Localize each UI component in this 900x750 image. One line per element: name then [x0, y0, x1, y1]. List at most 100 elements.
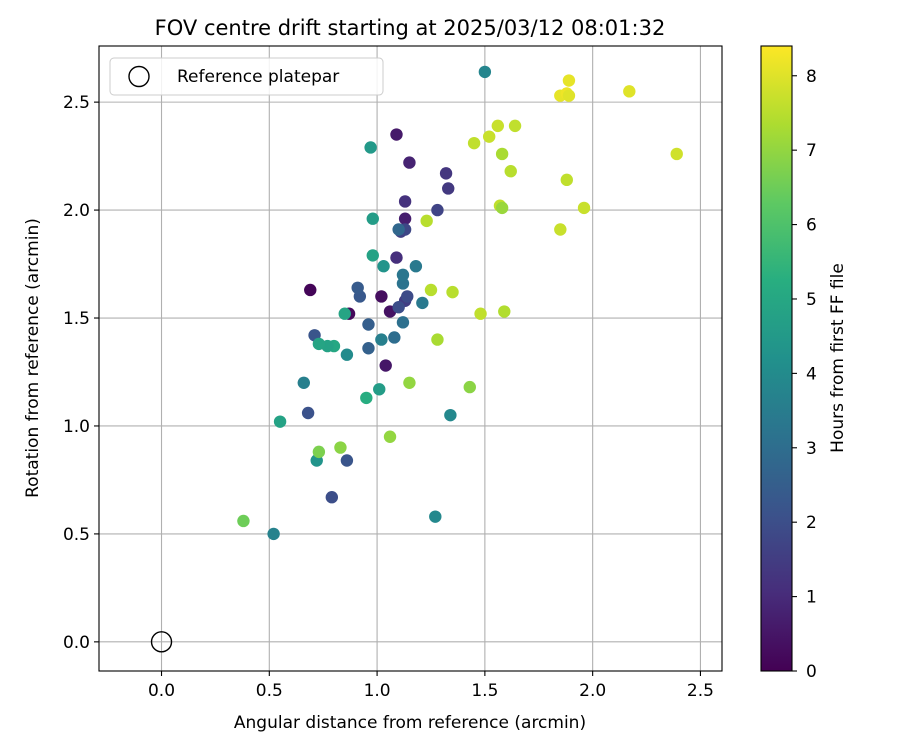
- grid-lines: [99, 46, 722, 671]
- plot-frame: [98, 45, 723, 672]
- data-point: [366, 212, 379, 225]
- x-tick-label: 2.5: [687, 681, 714, 701]
- data-point: [325, 491, 339, 504]
- legend-label: Reference platepar: [177, 67, 339, 87]
- chart-title: FOV centre drift starting at 2025/03/12 …: [155, 16, 666, 40]
- data-point: [398, 212, 412, 225]
- y-axis-title: Rotation from reference (arcmin): [23, 218, 43, 498]
- colorbar-tick-label: 5: [806, 290, 817, 310]
- colorbar-tick-label: 8: [806, 67, 817, 87]
- colorbar-tick-label: 1: [806, 588, 817, 608]
- x-tick-label: 1.0: [364, 681, 391, 701]
- data-point: [403, 156, 416, 169]
- data-point: [562, 74, 576, 87]
- data-point: [312, 337, 326, 351]
- data-point: [429, 510, 442, 523]
- x-tick-label: 0.5: [256, 681, 283, 701]
- colorbar-tick-label: 3: [806, 439, 817, 459]
- data-point: [396, 316, 410, 329]
- reference-platepar-marker: [150, 631, 173, 653]
- data-point: [375, 333, 388, 346]
- colorbar-tick-label: 6: [806, 216, 817, 236]
- x-tick-label: 1.5: [471, 681, 498, 701]
- data-point: [474, 307, 487, 320]
- data-point: [334, 441, 347, 454]
- colorbar-tick-label: 2: [806, 513, 817, 533]
- x-tick-label: 2.0: [579, 681, 606, 701]
- data-point: [297, 376, 310, 389]
- y-tick-label: 2.0: [63, 201, 90, 221]
- data-point: [409, 260, 423, 273]
- x-axis-ticks: 0.0 0.5 1.0 1.5 2.0 2.5: [148, 671, 714, 701]
- y-tick-label: 1.0: [63, 417, 90, 437]
- colorbar-tick-label: 7: [806, 141, 817, 161]
- colorbar: 0 1 2 3 4 5 6 7 8 Hours from first FF file: [760, 45, 848, 682]
- data-point: [560, 173, 573, 187]
- data-point: [495, 201, 509, 215]
- colorbar-title: Hours from first FF file: [828, 263, 848, 453]
- data-point: [495, 147, 509, 161]
- data-point: [351, 281, 364, 294]
- data-point: [362, 342, 375, 355]
- colorbar-gradient: [760, 45, 793, 672]
- colorbar-ticks: 0 1 2 3 4 5 6 7 8: [792, 67, 817, 682]
- data-point: [670, 147, 683, 161]
- data-point: [439, 167, 453, 180]
- y-tick-label: 1.5: [63, 309, 90, 329]
- data-point: [360, 391, 373, 405]
- y-tick-label: 0.5: [63, 525, 90, 545]
- data-point: [396, 277, 410, 290]
- data-point: [392, 301, 405, 314]
- legend-box: [109, 57, 384, 96]
- data-point: [508, 119, 522, 133]
- data-point: [375, 290, 388, 303]
- colorbar-tick-label: 0: [806, 662, 817, 682]
- y-tick-label: 0.0: [63, 633, 90, 653]
- data-point: [463, 380, 476, 394]
- data-point: [554, 223, 567, 236]
- data-point: [237, 514, 250, 528]
- legend: Reference platepar: [109, 57, 384, 96]
- data-point: [482, 130, 496, 143]
- data-point: [442, 182, 455, 195]
- data-point: [388, 331, 401, 344]
- data-point: [390, 128, 403, 141]
- x-axis-title: Angular distance from reference (arcmin): [234, 713, 586, 733]
- data-point: [338, 307, 351, 320]
- data-point: [340, 454, 354, 467]
- colorbar-tick-label: 4: [806, 364, 817, 384]
- data-point: [444, 408, 457, 422]
- y-axis-ticks: 0.0 0.5 1.0 1.5 2.0 2.5: [63, 93, 99, 653]
- data-point: [267, 527, 280, 541]
- data-point: [420, 214, 433, 228]
- data-point: [416, 296, 429, 310]
- legend-marker-icon: [128, 65, 150, 88]
- data-point: [396, 268, 410, 282]
- data-point: [390, 251, 403, 264]
- data-point: [577, 201, 591, 215]
- data-point: [373, 383, 386, 396]
- reference-marker-layer: [150, 631, 173, 653]
- data-point: [562, 89, 576, 102]
- data-point: [312, 445, 326, 459]
- data-point: [398, 195, 412, 208]
- data-point: [273, 415, 287, 428]
- data-point: [403, 376, 416, 389]
- data-point: [431, 333, 444, 346]
- data-points: [237, 65, 683, 541]
- data-point: [301, 406, 315, 420]
- data-point: [304, 283, 317, 297]
- data-point: [401, 290, 414, 303]
- data-point: [379, 359, 392, 372]
- data-point: [498, 305, 511, 318]
- x-tick-label: 0.0: [148, 681, 175, 701]
- data-point: [362, 318, 375, 331]
- y-tick-label: 2.5: [63, 93, 90, 113]
- data-point: [491, 119, 505, 133]
- data-point: [366, 249, 379, 262]
- data-point: [467, 136, 481, 150]
- data-point: [504, 165, 517, 178]
- data-point: [340, 348, 354, 361]
- data-point: [623, 85, 636, 98]
